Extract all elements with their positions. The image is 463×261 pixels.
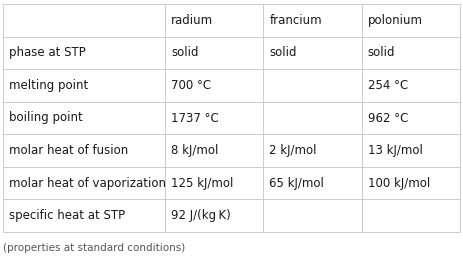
- Text: molar heat of fusion: molar heat of fusion: [9, 144, 128, 157]
- Text: 1737 °C: 1737 °C: [171, 111, 219, 124]
- Text: radium: radium: [171, 14, 213, 27]
- Text: 8 kJ/mol: 8 kJ/mol: [171, 144, 219, 157]
- Text: francium: francium: [269, 14, 322, 27]
- Text: specific heat at STP: specific heat at STP: [9, 209, 125, 222]
- Text: (properties at standard conditions): (properties at standard conditions): [3, 243, 185, 253]
- Text: 962 °C: 962 °C: [368, 111, 408, 124]
- Text: polonium: polonium: [368, 14, 423, 27]
- Text: 125 kJ/mol: 125 kJ/mol: [171, 177, 234, 190]
- Text: 65 kJ/mol: 65 kJ/mol: [269, 177, 325, 190]
- Text: 100 kJ/mol: 100 kJ/mol: [368, 177, 430, 190]
- Text: boiling point: boiling point: [9, 111, 83, 124]
- Text: melting point: melting point: [9, 79, 88, 92]
- Text: solid: solid: [269, 46, 297, 59]
- Text: 700 °C: 700 °C: [171, 79, 212, 92]
- Text: 92 J/(kg K): 92 J/(kg K): [171, 209, 231, 222]
- Text: solid: solid: [368, 46, 395, 59]
- Text: molar heat of vaporization: molar heat of vaporization: [9, 177, 166, 190]
- Text: 254 °C: 254 °C: [368, 79, 408, 92]
- Text: solid: solid: [171, 46, 199, 59]
- Text: phase at STP: phase at STP: [9, 46, 86, 59]
- Text: 13 kJ/mol: 13 kJ/mol: [368, 144, 423, 157]
- Text: 2 kJ/mol: 2 kJ/mol: [269, 144, 317, 157]
